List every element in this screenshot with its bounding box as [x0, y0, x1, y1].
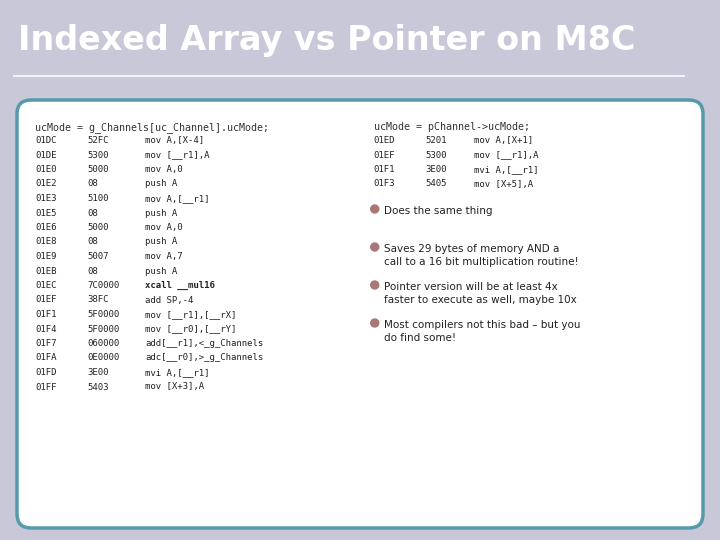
- Text: add SP,-4: add SP,-4: [145, 295, 194, 305]
- Text: Pointer version will be at least 4x
faster to execute as well, maybe 10x: Pointer version will be at least 4x fast…: [384, 282, 577, 305]
- Text: 01F1: 01F1: [374, 165, 395, 174]
- Text: 060000: 060000: [87, 339, 120, 348]
- Text: mvi A,[__r1]: mvi A,[__r1]: [474, 165, 539, 174]
- Text: 01ED: 01ED: [374, 136, 395, 145]
- Text: Does the same thing: Does the same thing: [384, 206, 492, 216]
- Text: mov [__r1],A: mov [__r1],A: [474, 151, 539, 159]
- Text: push A: push A: [145, 238, 177, 246]
- Text: ucMode = pChannel->ucMode;: ucMode = pChannel->ucMode;: [374, 122, 530, 132]
- Text: 5F0000: 5F0000: [87, 310, 120, 319]
- Text: 7C0000: 7C0000: [87, 281, 120, 290]
- Circle shape: [371, 243, 379, 251]
- Text: 08: 08: [87, 179, 98, 188]
- Text: 5201: 5201: [426, 136, 447, 145]
- Circle shape: [371, 319, 379, 327]
- Text: 01FF: 01FF: [35, 382, 56, 392]
- Text: 5300: 5300: [87, 151, 109, 159]
- Text: 01E8: 01E8: [35, 238, 56, 246]
- Text: 5403: 5403: [87, 382, 109, 392]
- Text: 01EF: 01EF: [35, 295, 56, 305]
- Text: 01E6: 01E6: [35, 223, 56, 232]
- Text: 01E0: 01E0: [35, 165, 56, 174]
- Text: adc[__r0],>_g_Channels: adc[__r0],>_g_Channels: [145, 354, 264, 362]
- Circle shape: [371, 205, 379, 213]
- Text: 5000: 5000: [87, 165, 109, 174]
- Text: 01DC: 01DC: [35, 136, 56, 145]
- Text: 08: 08: [87, 238, 98, 246]
- Text: 3E00: 3E00: [426, 165, 447, 174]
- Text: 5100: 5100: [87, 194, 109, 203]
- Text: 01FA: 01FA: [35, 354, 56, 362]
- Text: xcall __mul16: xcall __mul16: [145, 281, 215, 290]
- Text: ucMode = g_Channels[uc_Channel].ucMode;: ucMode = g_Channels[uc_Channel].ucMode;: [35, 122, 269, 133]
- Text: 52FC: 52FC: [87, 136, 109, 145]
- FancyBboxPatch shape: [17, 100, 703, 528]
- Text: 08: 08: [87, 208, 98, 218]
- Text: 0E0000: 0E0000: [87, 354, 120, 362]
- Text: 01E5: 01E5: [35, 208, 56, 218]
- Text: 3E00: 3E00: [87, 368, 109, 377]
- Text: mvi A,[__r1]: mvi A,[__r1]: [145, 368, 210, 377]
- Text: 01FD: 01FD: [35, 368, 56, 377]
- Text: Most compilers not this bad – but you
do find some!: Most compilers not this bad – but you do…: [384, 320, 580, 343]
- Text: 01F7: 01F7: [35, 339, 56, 348]
- Circle shape: [371, 281, 379, 289]
- Text: mov [__r1],A: mov [__r1],A: [145, 151, 210, 159]
- Text: mov [X+5],A: mov [X+5],A: [474, 179, 533, 188]
- Text: mov [__r1],[__rX]: mov [__r1],[__rX]: [145, 310, 236, 319]
- Text: 01EF: 01EF: [374, 151, 395, 159]
- Text: mov [X+3],A: mov [X+3],A: [145, 382, 204, 392]
- Text: 01EB: 01EB: [35, 267, 56, 275]
- Text: 38FC: 38FC: [87, 295, 109, 305]
- Text: 01F4: 01F4: [35, 325, 56, 334]
- Text: 01E3: 01E3: [35, 194, 56, 203]
- Text: 5F0000: 5F0000: [87, 325, 120, 334]
- Text: 5300: 5300: [426, 151, 447, 159]
- Text: 5405: 5405: [426, 179, 447, 188]
- Text: 01E9: 01E9: [35, 252, 56, 261]
- Text: 01EC: 01EC: [35, 281, 56, 290]
- Text: 01DE: 01DE: [35, 151, 56, 159]
- Text: mov A,[X-4]: mov A,[X-4]: [145, 136, 204, 145]
- Text: Indexed Array vs Pointer on M8C: Indexed Array vs Pointer on M8C: [18, 24, 636, 57]
- Text: push A: push A: [145, 267, 177, 275]
- Text: 5007: 5007: [87, 252, 109, 261]
- Text: mov A,7: mov A,7: [145, 252, 183, 261]
- Text: 01E2: 01E2: [35, 179, 56, 188]
- Text: add[__r1],<_g_Channels: add[__r1],<_g_Channels: [145, 339, 264, 348]
- Text: 08: 08: [87, 267, 98, 275]
- Text: mov A,0: mov A,0: [145, 165, 183, 174]
- Text: 01F3: 01F3: [374, 179, 395, 188]
- Text: mov A,0: mov A,0: [145, 223, 183, 232]
- Text: mov A,[__r1]: mov A,[__r1]: [145, 194, 210, 203]
- Text: 01F1: 01F1: [35, 310, 56, 319]
- Text: push A: push A: [145, 179, 177, 188]
- Text: Saves 29 bytes of memory AND a
call to a 16 bit multiplication routine!: Saves 29 bytes of memory AND a call to a…: [384, 244, 578, 267]
- Text: push A: push A: [145, 208, 177, 218]
- Text: mov [__r0],[__rY]: mov [__r0],[__rY]: [145, 325, 236, 334]
- Text: 5000: 5000: [87, 223, 109, 232]
- Text: mov A,[X+1]: mov A,[X+1]: [474, 136, 533, 145]
